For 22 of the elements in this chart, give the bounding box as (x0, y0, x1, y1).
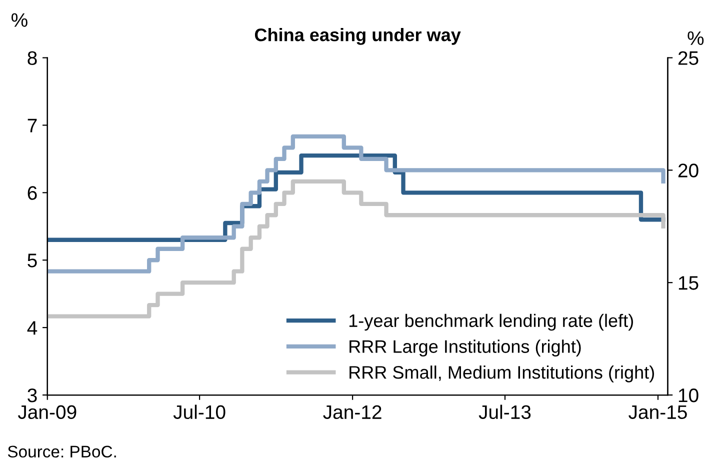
x-tick-label: Jul-13 (478, 404, 531, 420)
chart-title: China easing under way (254, 28, 461, 45)
y2-tick-label: 10 (678, 388, 698, 402)
y-tick-label: 4 (27, 321, 38, 335)
x-tick-label: Jan-12 (323, 405, 382, 420)
x-tick-label: Jul-10 (173, 404, 226, 420)
y2-axis-title: % (688, 31, 704, 45)
x-tick-label: Jan-15 (628, 405, 687, 420)
y-tick-label: 7 (28, 118, 37, 132)
source-note: Source: PBoC. (8, 446, 116, 458)
y2-tick-label: 15 (678, 276, 698, 290)
legend-label: RRR Small, Medium Institutions (right) (350, 366, 654, 382)
legend-label: 1-year benchmark lending rate (left) (349, 314, 633, 331)
y-tick-label: 5 (28, 254, 37, 268)
y2-tick-label: 25 (678, 51, 698, 65)
y-tick-label: 8 (28, 51, 37, 65)
y2-tick-label: 20 (678, 164, 698, 178)
y-tick-label: 6 (28, 186, 37, 200)
legend-label: RRR Large Institutions (right) (350, 340, 581, 357)
y-tick-label: 3 (28, 388, 37, 402)
x-tick-label: Jan-09 (18, 405, 76, 420)
y-axis-title: % (12, 13, 28, 27)
